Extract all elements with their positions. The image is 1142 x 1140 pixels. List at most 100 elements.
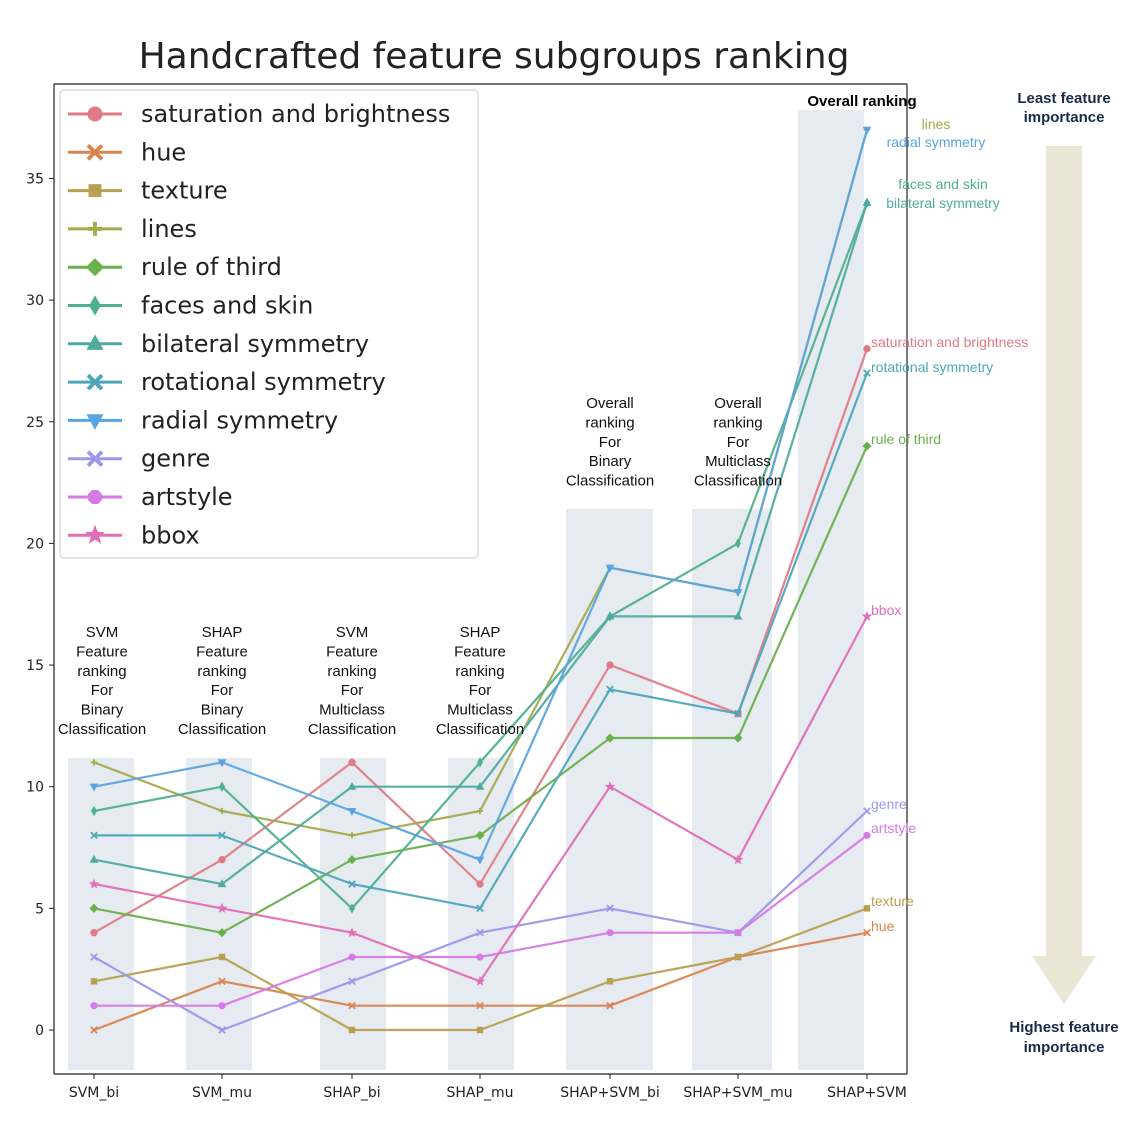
column-annotation-SHAP_mu: For (469, 682, 492, 699)
point-artstyle-SHAP_mu (476, 953, 484, 961)
column-annotation-SVM_bi: Feature (76, 643, 128, 660)
point-genre-SHAP_bi (348, 977, 356, 986)
point-texture-SHAP+SVM_bi (606, 978, 614, 985)
point-rotational-symmetry-SHAP_mu (476, 904, 484, 913)
least-importance-label: Least feature (1017, 90, 1110, 107)
x-tick-label: SVM_mu (192, 1085, 252, 1101)
column-annotation-SHAP_bi: Classification (308, 721, 396, 738)
point-texture-SHAP+SVM_mu (734, 953, 742, 961)
x-tick-label: SHAP_mu (447, 1085, 514, 1101)
x-tick-label: SHAP+SVM_bi (560, 1085, 659, 1101)
legend-marker-artstyle (88, 490, 102, 504)
importance-arrow-head (1032, 956, 1096, 1004)
column-annotation-SVM_bi: For (91, 682, 114, 699)
importance-arrow-shaft (1046, 146, 1082, 956)
legend-item-rotational-symmetry: rotational symmetry (68, 368, 386, 396)
series-rule-of-third (89, 441, 872, 938)
point-rotational-symmetry-SHAP+SVM (863, 369, 871, 377)
legend-item-artstyle: artstyle (68, 483, 233, 511)
x-tick-label: SHAP+SVM_mu (683, 1085, 792, 1101)
column-annotation-SVM_mu: ranking (197, 663, 246, 680)
y-tick-label: 5 (35, 901, 44, 917)
point-artstyle-SHAP+SVM_bi (606, 929, 614, 937)
band-SHAP_bi (320, 758, 386, 1070)
end-label-lines: lines (922, 116, 951, 132)
series-artstyle (90, 831, 871, 1010)
point-genre-SHAP+SVM (863, 807, 871, 815)
legend-label-faces-and-skin: faces and skin (141, 292, 313, 320)
end-label-genre: genre (871, 796, 907, 812)
point-lines-SVM_bi (90, 759, 98, 766)
point-bilateral-symmetry-SVM_mu (217, 879, 227, 888)
importance-arrow: Least feature importance Highest feature im… (1009, 90, 1118, 1056)
point-bilateral-symmetry-SHAP+SVM (862, 197, 872, 206)
point-radial-symmetry-SVM_bi (89, 783, 99, 792)
point-saturation-and-brightness-SHAP_mu (476, 880, 484, 888)
point-texture-SVM_bi (90, 978, 98, 985)
column-annotation-SVM_mu: SHAP (202, 624, 243, 641)
point-rotational-symmetry-SHAP_bi (348, 880, 356, 888)
legend-marker-genre (86, 450, 104, 468)
point-faces-and-skin-SVM_bi (91, 805, 97, 817)
end-label-faces-and-skin: faces and skin (898, 176, 988, 192)
point-texture-SHAP_bi (348, 1026, 356, 1034)
point-bbox-SHAP_mu (474, 975, 486, 986)
column-annotation-SHAP+SVM_bi: Binary (589, 453, 632, 470)
point-artstyle-SHAP+SVM_mu (734, 929, 742, 937)
y-tick-label: 15 (26, 658, 44, 674)
point-genre-SHAP_mu (476, 928, 484, 937)
end-label-rule-of-third: rule of third (871, 431, 941, 447)
legend-label-bilateral-symmetry: bilateral symmetry (141, 330, 369, 358)
end-label-saturation-and-brightness: saturation and brightness (871, 334, 1028, 350)
legend-label-bbox: bbox (141, 521, 200, 549)
end-labels: lines radial symmetry faces and skin bilate… (871, 116, 1028, 934)
legend-marker-rule-of-third (85, 258, 105, 277)
chart-title: Handcrafted feature subgroups ranking (139, 36, 850, 77)
end-label-texture: texture (871, 893, 914, 909)
legend-marker-lines (88, 221, 102, 236)
point-rule-of-third-SHAP_mu (475, 830, 485, 840)
legend-label-genre: genre (141, 445, 210, 473)
column-annotation-SVM_mu: Binary (201, 702, 244, 719)
point-hue-SVM_mu (218, 977, 226, 986)
point-saturation-and-brightness-SVM_bi (90, 928, 98, 937)
point-rule-of-third-SHAP+SVM_mu (733, 733, 743, 743)
column-annotation-SVM_bi: Classification (58, 721, 146, 738)
legend-box (59, 89, 479, 559)
legend-item-bilateral-symmetry: bilateral symmetry (68, 330, 369, 358)
point-genre-SVM_mu (218, 1026, 226, 1034)
point-rule-of-third-SHAP_bi (347, 855, 357, 865)
column-annotation-SHAP_bi: For (341, 682, 364, 699)
least-importance-label: importance (1024, 109, 1105, 126)
legend: saturation and brightness hue texture lines… (59, 89, 479, 559)
point-bbox-SHAP+SVM_bi (604, 781, 616, 792)
legend-item-texture: texture (68, 177, 228, 205)
axes: 0 5 10 15 20 25 30 35 SVM_bi SVM_mu SHAP_bi SHAP_mu… (26, 83, 908, 1101)
legend-item-genre: genre (68, 445, 210, 473)
column-annotation-SHAP+SVM_mu: ranking (713, 414, 762, 431)
point-bbox-SHAP_bi (346, 927, 358, 938)
column-annotation-SVM_bi: SVM (86, 624, 119, 641)
series-radial-symmetry (89, 126, 872, 865)
column-annotation-SHAP_mu: Multiclass (447, 702, 513, 719)
column-annotation-SVM_mu: For (211, 682, 234, 699)
legend-label-lines: lines (141, 215, 197, 243)
legend-item-bbox: bbox (68, 521, 200, 549)
point-rotational-symmetry-SVM_bi (90, 831, 98, 840)
series-bilateral-symmetry (89, 197, 872, 888)
column-annotations: SVM Feature ranking For Binary Classification… (58, 93, 917, 738)
end-label-bilateral-symmetry: bilateral symmetry (886, 195, 1000, 211)
column-annotation-SHAP_bi: Multiclass (319, 702, 385, 719)
highest-importance-label: importance (1024, 1039, 1105, 1056)
end-label-artstyle: artstyle (871, 820, 916, 836)
point-saturation-and-brightness-SHAP+SVM_bi (606, 661, 614, 669)
point-hue-SHAP_mu (476, 1001, 484, 1010)
point-genre-SVM_bi (90, 953, 98, 961)
column-annotation-SHAP+SVM_bi: ranking (585, 414, 634, 431)
point-rule-of-third-SVM_mu (217, 928, 227, 938)
series-texture (90, 905, 871, 1034)
y-tick-label: 20 (26, 536, 44, 552)
legend-item-lines: lines (68, 215, 197, 243)
end-label-hue: hue (871, 918, 895, 934)
legend-label-hue: hue (141, 138, 186, 166)
